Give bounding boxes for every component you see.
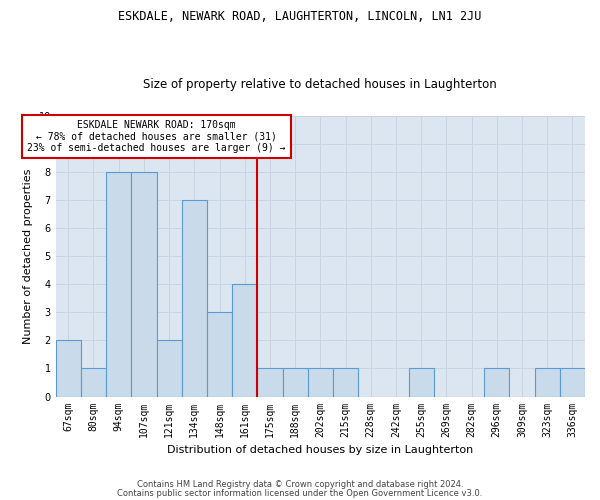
Text: ESKDALE NEWARK ROAD: 170sqm
← 78% of detached houses are smaller (31)
23% of sem: ESKDALE NEWARK ROAD: 170sqm ← 78% of det… [27, 120, 286, 153]
Bar [560, 368, 585, 396]
Bar [56, 340, 81, 396]
Bar [308, 368, 333, 396]
Bar [409, 368, 434, 396]
Bar [232, 284, 257, 397]
Bar [484, 368, 509, 396]
Bar [257, 368, 283, 396]
Title: Size of property relative to detached houses in Laughterton: Size of property relative to detached ho… [143, 78, 497, 91]
Bar [157, 340, 182, 396]
Y-axis label: Number of detached properties: Number of detached properties [23, 168, 33, 344]
Text: Contains public sector information licensed under the Open Government Licence v3: Contains public sector information licen… [118, 489, 482, 498]
Bar [106, 172, 131, 396]
Bar [333, 368, 358, 396]
X-axis label: Distribution of detached houses by size in Laughterton: Distribution of detached houses by size … [167, 445, 473, 455]
Bar [182, 200, 207, 396]
Bar [535, 368, 560, 396]
Bar [207, 312, 232, 396]
Text: Contains HM Land Registry data © Crown copyright and database right 2024.: Contains HM Land Registry data © Crown c… [137, 480, 463, 489]
Bar [81, 368, 106, 396]
Text: ESKDALE, NEWARK ROAD, LAUGHTERTON, LINCOLN, LN1 2JU: ESKDALE, NEWARK ROAD, LAUGHTERTON, LINCO… [118, 10, 482, 23]
Bar [283, 368, 308, 396]
Bar [131, 172, 157, 396]
